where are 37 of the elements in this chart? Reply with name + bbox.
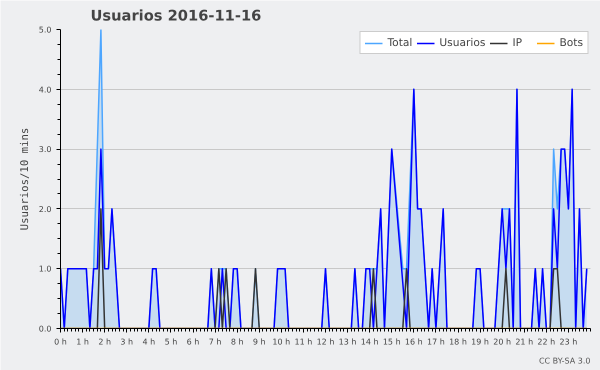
x-tick-label: 17 h — [427, 338, 445, 346]
x-tick-label: 9 h — [252, 338, 266, 346]
x-tick-label: 5 h — [164, 338, 178, 346]
y-tick-label: 2.0 — [38, 204, 52, 214]
y-tick-label: 5.0 — [38, 26, 52, 34]
x-tick-label: 14 h — [360, 338, 379, 346]
x-tick-label: 18 h — [449, 338, 467, 346]
x-tick-label: 0 h — [54, 338, 67, 346]
x-tick-label: 20 h — [493, 338, 512, 346]
y-tick-label: 0.0 — [38, 324, 52, 334]
x-tick-label: 15 h — [382, 338, 401, 346]
x-tick-label: 22 h — [537, 338, 556, 346]
x-tick-label: 19 h — [471, 338, 489, 346]
x-tick-label: 6 h — [186, 338, 200, 346]
x-tick-label: 4 h — [142, 338, 156, 346]
legend-label: Total — [387, 36, 412, 49]
text: CC BY-SA 3.0 — [538, 356, 591, 366]
legend-label: Bots — [559, 36, 583, 49]
x-tick-label: 11 h — [294, 338, 312, 346]
x-tick-label: 23 h — [560, 338, 578, 346]
y-tick-label: 1.0 — [38, 264, 52, 274]
y-tick-label: 3.0 — [38, 145, 52, 154]
y-tick-label: 4.0 — [38, 85, 52, 94]
x-tick-label: 21 h — [515, 338, 534, 346]
x-tick-label: 16 h — [404, 338, 423, 346]
x-tick-label: 12 h — [316, 338, 334, 346]
x-tick-label: 10 h — [272, 338, 290, 346]
x-tick-label: 8 h — [230, 338, 244, 346]
legend-label: IP — [512, 36, 524, 49]
x-tick-label: 1 h — [76, 338, 89, 346]
x-tick-label: 13 h — [338, 338, 356, 346]
x-tick-label: 7 h — [208, 338, 222, 346]
x-tick-label: 3 h — [120, 338, 134, 346]
x-tick-label: 2 h — [98, 338, 112, 346]
y-axis-title: Usuarios/10 mins — [18, 128, 31, 230]
chart-title: Usuarios 2016-11-16 — [90, 8, 262, 24]
legend-label: Usuarios — [439, 36, 486, 49]
